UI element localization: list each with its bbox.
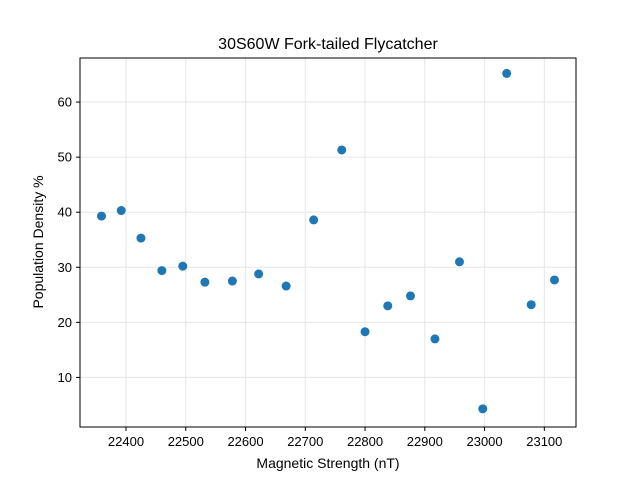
data-point — [254, 269, 264, 279]
x-axis-label: Magnetic Strength (nT) — [256, 455, 399, 471]
data-point — [157, 266, 167, 276]
y-tick-label: 10 — [58, 370, 72, 385]
y-tick-label: 40 — [58, 205, 72, 220]
data-point — [281, 281, 291, 291]
x-tick-label: 22500 — [168, 434, 204, 449]
data-point — [430, 334, 440, 344]
x-tick-label: 22800 — [347, 434, 383, 449]
x-axis: 22400 22500 22600 22700 22800 22900 23000 23100 — [108, 427, 562, 449]
y-axis-label: Population Density % — [30, 175, 46, 308]
data-point — [309, 215, 319, 225]
data-point — [97, 211, 107, 221]
y-tick-label: 50 — [58, 150, 72, 165]
data-points — [97, 68, 559, 414]
x-tick-label: 22900 — [407, 434, 443, 449]
chart-title: 30S60W Fork-tailed Flycatcher — [218, 36, 438, 53]
y-tick-label: 30 — [58, 260, 72, 275]
data-point — [383, 301, 393, 311]
x-tick-label: 22700 — [287, 434, 323, 449]
data-point — [454, 257, 464, 267]
x-tick-label: 22600 — [227, 434, 263, 449]
data-point — [526, 300, 536, 310]
data-point — [136, 233, 146, 243]
data-point — [337, 145, 347, 155]
data-point — [227, 276, 237, 286]
data-point — [360, 327, 370, 337]
x-tick-label: 23100 — [526, 434, 562, 449]
data-point — [549, 275, 559, 285]
grid — [80, 58, 576, 427]
data-point — [200, 277, 210, 287]
data-point — [178, 261, 188, 271]
y-axis: 10 20 30 40 50 60 — [58, 95, 80, 385]
data-point — [478, 404, 488, 414]
data-point — [405, 291, 415, 301]
data-point — [116, 206, 126, 216]
y-tick-label: 60 — [58, 95, 72, 110]
x-tick-label: 23000 — [466, 434, 502, 449]
y-tick-label: 20 — [58, 315, 72, 330]
x-tick-label: 22400 — [108, 434, 144, 449]
data-point — [502, 68, 512, 78]
plot-frame — [79, 57, 577, 428]
